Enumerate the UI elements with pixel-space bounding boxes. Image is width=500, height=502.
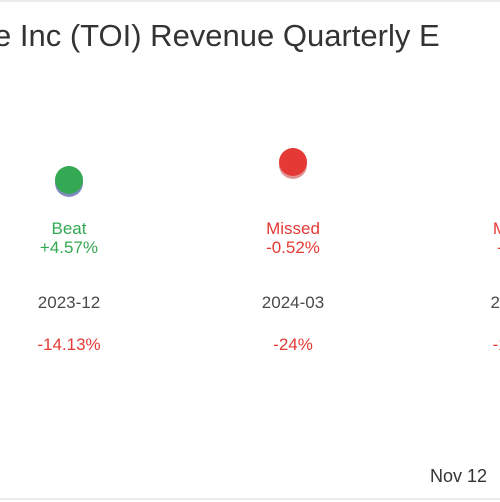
point-group-3: M- 20 -1 xyxy=(491,219,500,354)
status-label: Missed xyxy=(266,219,320,238)
change-label: -1 xyxy=(492,335,500,354)
beat-marker xyxy=(55,166,83,194)
points-layer: Beat+4.57% 2023-12 -14.13% Missed-0.52% 2024… xyxy=(37,148,500,354)
period-label: 2024-03 xyxy=(262,293,324,312)
period-label: 2023-12 xyxy=(38,293,100,312)
status-label: Beat xyxy=(52,219,87,238)
surprise-label: -0.52% xyxy=(266,238,320,257)
missed-marker xyxy=(279,148,307,176)
change-label: -14.13% xyxy=(37,335,100,354)
chart-title: e Inc (TOI) Revenue Quarterly E xyxy=(0,18,440,53)
point-group-2: Missed-0.52% 2024-03 -24% xyxy=(262,148,324,354)
change-label: -24% xyxy=(273,335,313,354)
surprise-label: - xyxy=(497,238,500,257)
point-group-1: Beat+4.57% 2023-12 -14.13% xyxy=(37,166,101,354)
footer-date: Nov 12 xyxy=(430,466,487,486)
status-label: M xyxy=(493,219,500,238)
surprise-label: +4.57% xyxy=(40,238,98,257)
period-label: 20 xyxy=(491,293,500,312)
